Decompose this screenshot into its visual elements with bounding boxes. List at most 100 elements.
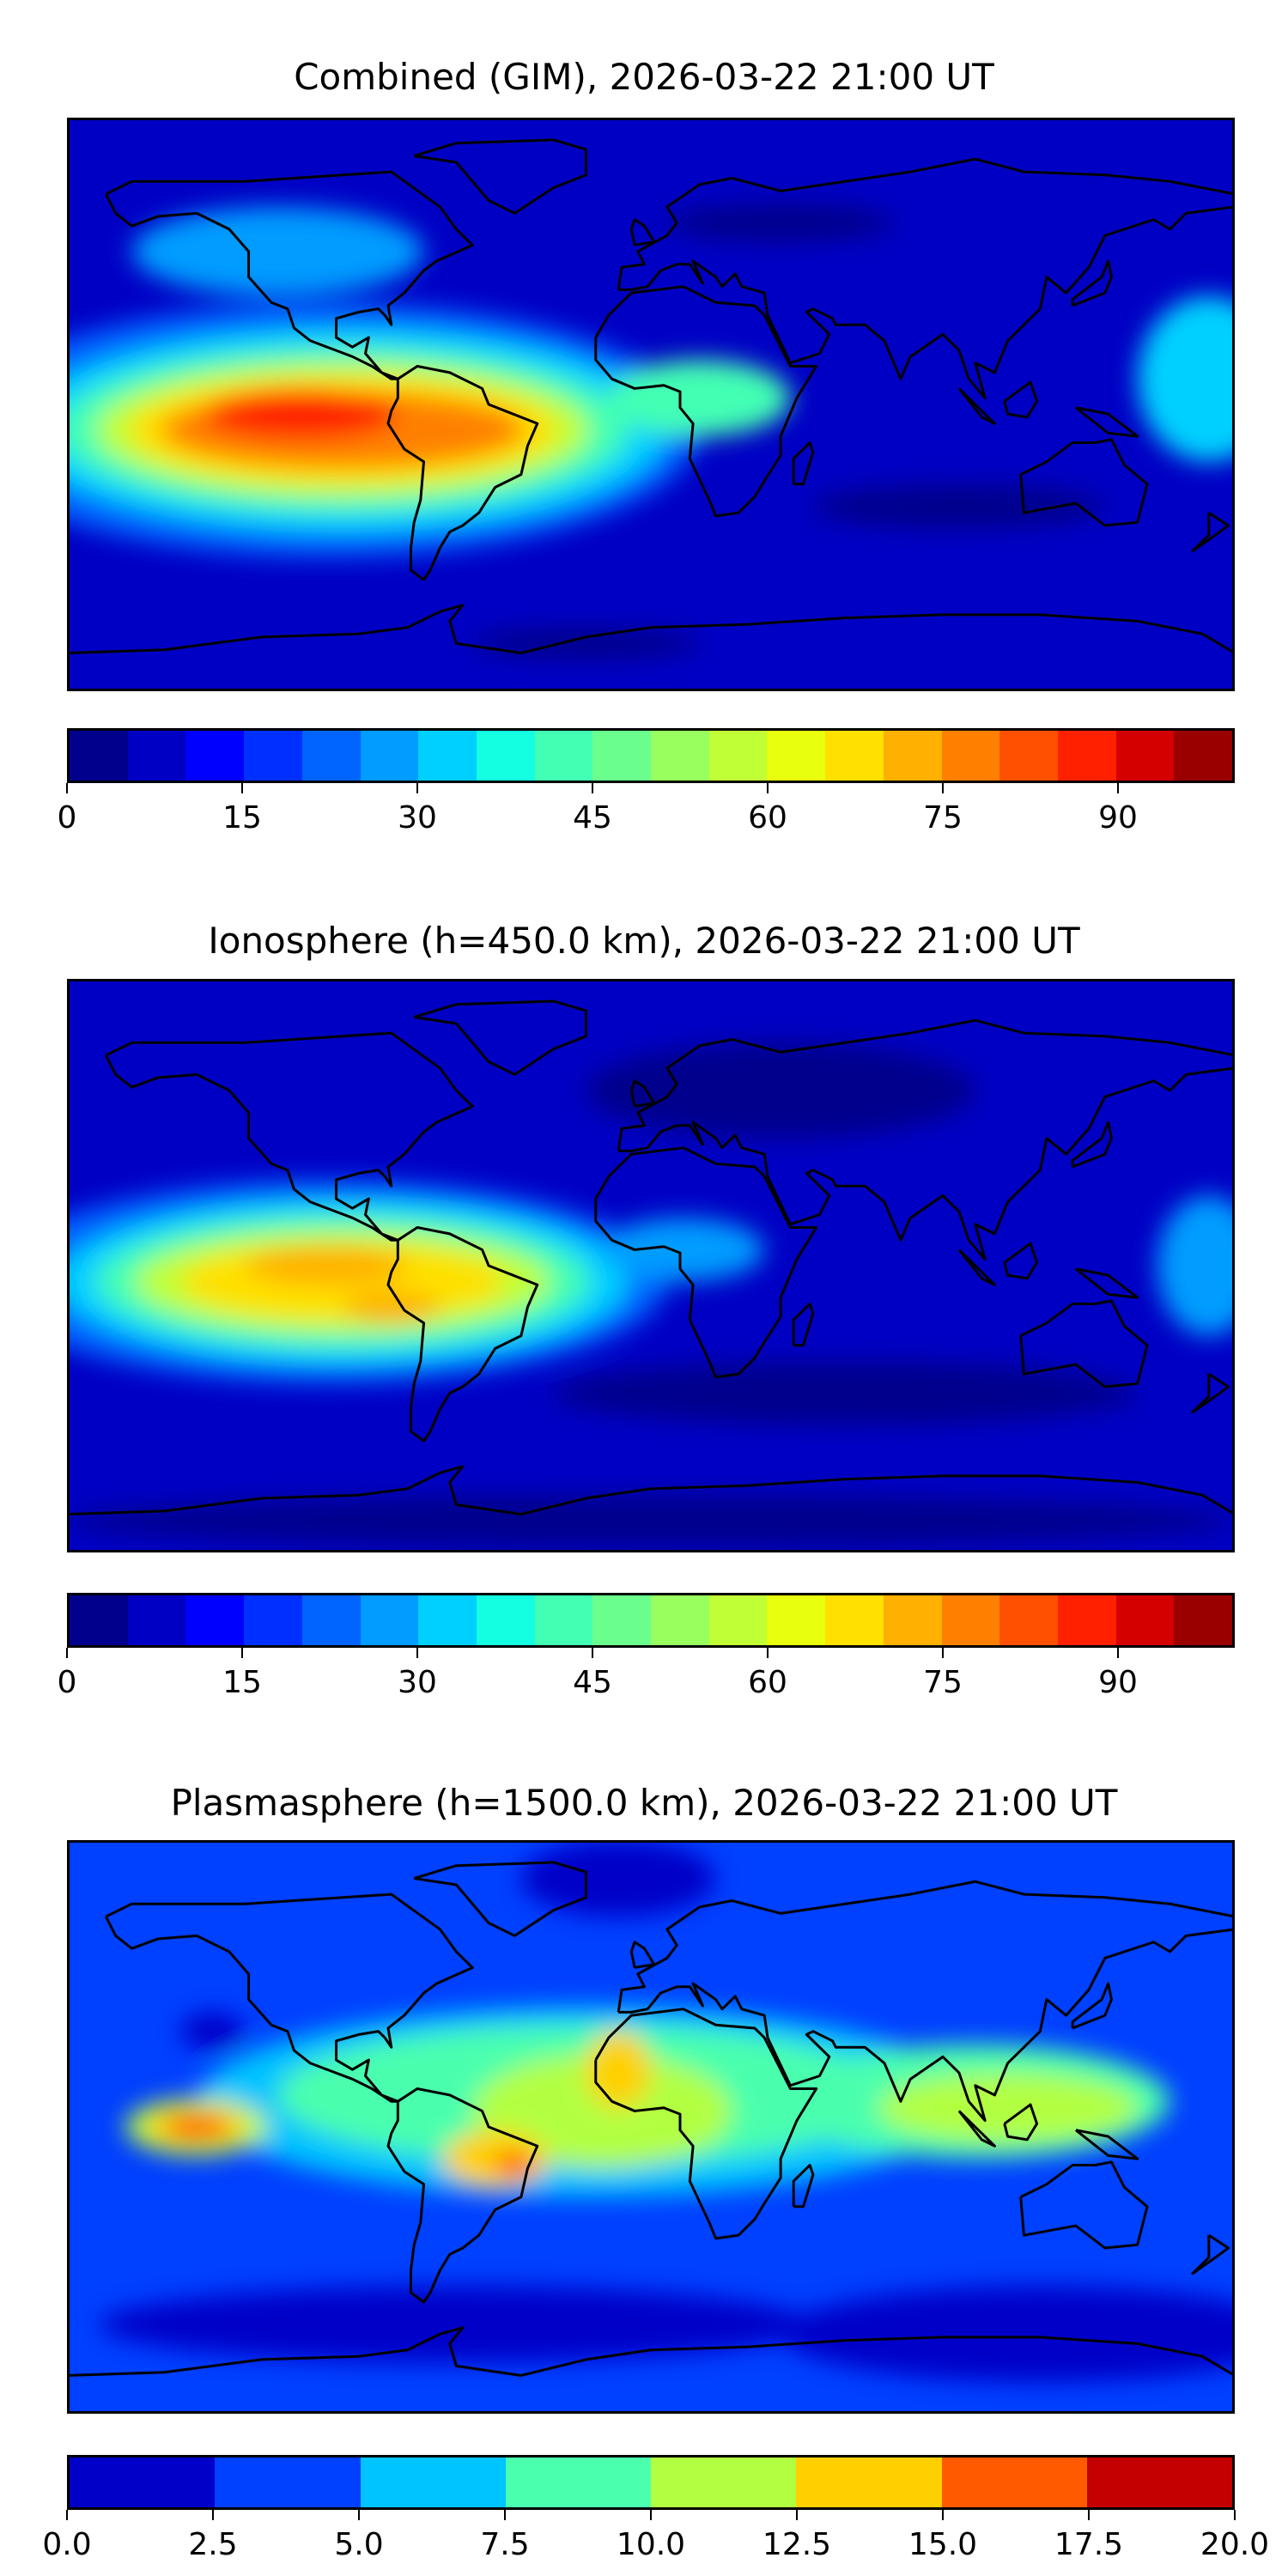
tick-mark <box>650 2510 652 2520</box>
tick-label: 0.0 <box>42 2527 92 2562</box>
panel-title-combined: Combined (GIM), 2026-03-22 21:00 UT <box>294 56 994 98</box>
tick-mark <box>66 2510 68 2520</box>
colorbar-segment <box>941 731 1000 781</box>
tick-mark <box>66 1648 68 1658</box>
colorbar-segment <box>127 731 186 781</box>
coastline-south-america <box>386 364 539 581</box>
tick-label: 15 <box>222 1665 262 1700</box>
coastline-australia <box>1019 2160 1149 2250</box>
field-contour-region <box>67 1495 1235 1546</box>
coastline-antarctica <box>67 2326 1235 2377</box>
tick-label: 17.5 <box>1054 2527 1124 2562</box>
colorbar-segment <box>301 731 361 781</box>
coastline-africa <box>594 1146 818 1379</box>
coastline-new-zealand <box>1191 1372 1230 1414</box>
tick-mark <box>241 783 243 793</box>
map-frame <box>67 979 1235 1552</box>
coastline-japan <box>1071 259 1113 307</box>
field-contour-region <box>164 2114 229 2140</box>
coastline-sumatra <box>957 2110 996 2148</box>
colorbar-ticks-combined: 0 15 30 45 60 75 90 <box>58 783 1235 835</box>
tick-mark <box>1234 2510 1236 2520</box>
colorbar-segment <box>767 1595 826 1645</box>
colorbar-segment <box>592 731 652 781</box>
coastline-greenland <box>413 1861 587 1937</box>
tick-mark <box>942 1648 944 1658</box>
colorbar-segment <box>999 731 1058 781</box>
colorbar-segment <box>301 1595 361 1645</box>
tick-label: 30 <box>398 800 437 835</box>
tick-label: 20.0 <box>1200 2527 1270 2562</box>
coastline-africa <box>594 2008 818 2240</box>
colorbar-segment <box>360 731 419 781</box>
tick-mark <box>66 783 68 793</box>
colorbar-segment <box>476 731 535 781</box>
colorbar-segment <box>1174 1595 1233 1645</box>
tick-mark <box>767 1648 769 1658</box>
field-contour-region <box>203 388 398 440</box>
coastline-madagascar <box>792 1303 815 1347</box>
field-contour-region <box>812 483 1105 529</box>
field-contour-region <box>666 204 895 242</box>
colorbar-segment <box>825 1595 884 1645</box>
coastline-australia <box>1019 438 1149 527</box>
coastline-borneo <box>1003 380 1039 419</box>
colorbar-segment <box>1115 1595 1175 1645</box>
coastline-eurasia <box>617 1018 1235 1261</box>
colorbar-segment <box>534 1595 593 1645</box>
tick-mark <box>416 1648 418 1658</box>
colorbar-segment <box>651 1595 709 1645</box>
coastline-africa <box>594 285 818 518</box>
colorbar-segment <box>418 1595 477 1645</box>
field-contour-region <box>1137 295 1235 462</box>
tick-mark <box>212 2510 214 2520</box>
colorbar-segment <box>1057 1595 1116 1645</box>
field-contour-region <box>99 2286 813 2363</box>
field-contour-region <box>520 1840 716 1917</box>
tick-mark <box>1088 2510 1090 2520</box>
coastline-australia <box>1019 1299 1149 1388</box>
tick-mark <box>767 783 769 793</box>
field-contour-region <box>245 1246 408 1285</box>
tick-label: 15.0 <box>908 2527 978 2562</box>
map-frame <box>67 1840 1235 2414</box>
colorbar-segment <box>185 1595 245 1645</box>
colorbar-segment <box>592 1595 652 1645</box>
colorbar-segment <box>127 1595 186 1645</box>
colorbar-segment <box>999 1595 1058 1645</box>
colorbar-segment <box>534 731 593 781</box>
field-contour-region <box>343 1291 440 1323</box>
colorbar-segment <box>941 1595 1000 1645</box>
colorbar-combined <box>67 728 1235 783</box>
coastline-greenland <box>413 999 587 1076</box>
colorbar-segment <box>883 731 942 781</box>
colorbar-segment <box>360 2458 506 2507</box>
tick-label: 0 <box>57 1665 77 1700</box>
heatmap-field <box>67 979 1235 1552</box>
map-frame <box>67 118 1235 691</box>
field-contour-region <box>602 1218 765 1282</box>
colorbar-segment <box>651 2458 797 2507</box>
field-contour-region <box>1157 1195 1235 1336</box>
colorbar-segment <box>796 2458 942 2507</box>
colorbar-segment <box>244 1595 302 1645</box>
colorbar-segment <box>1057 731 1116 781</box>
field-contour-region <box>472 2053 732 2169</box>
colorbar-segment <box>360 1595 419 1645</box>
coastline-japan <box>1071 1982 1113 2030</box>
colorbar-segment <box>70 1595 128 1645</box>
coastline-sumatra <box>957 387 996 425</box>
coastline-antarctica <box>67 604 1235 654</box>
coastline-madagascar <box>792 441 815 486</box>
coastline-borneo <box>1003 2103 1039 2142</box>
field-contour-region <box>180 2012 246 2050</box>
coastline-uk <box>629 218 656 246</box>
tick-label: 75 <box>923 800 963 835</box>
field-contour-region <box>472 627 700 659</box>
map-combined <box>67 118 1235 691</box>
tick-label: 2.5 <box>188 2527 238 2562</box>
colorbar-segment <box>1115 731 1175 781</box>
coastline-uk <box>629 1079 656 1108</box>
coastline-greenland <box>413 138 587 215</box>
tick-label: 12.5 <box>762 2527 832 2562</box>
